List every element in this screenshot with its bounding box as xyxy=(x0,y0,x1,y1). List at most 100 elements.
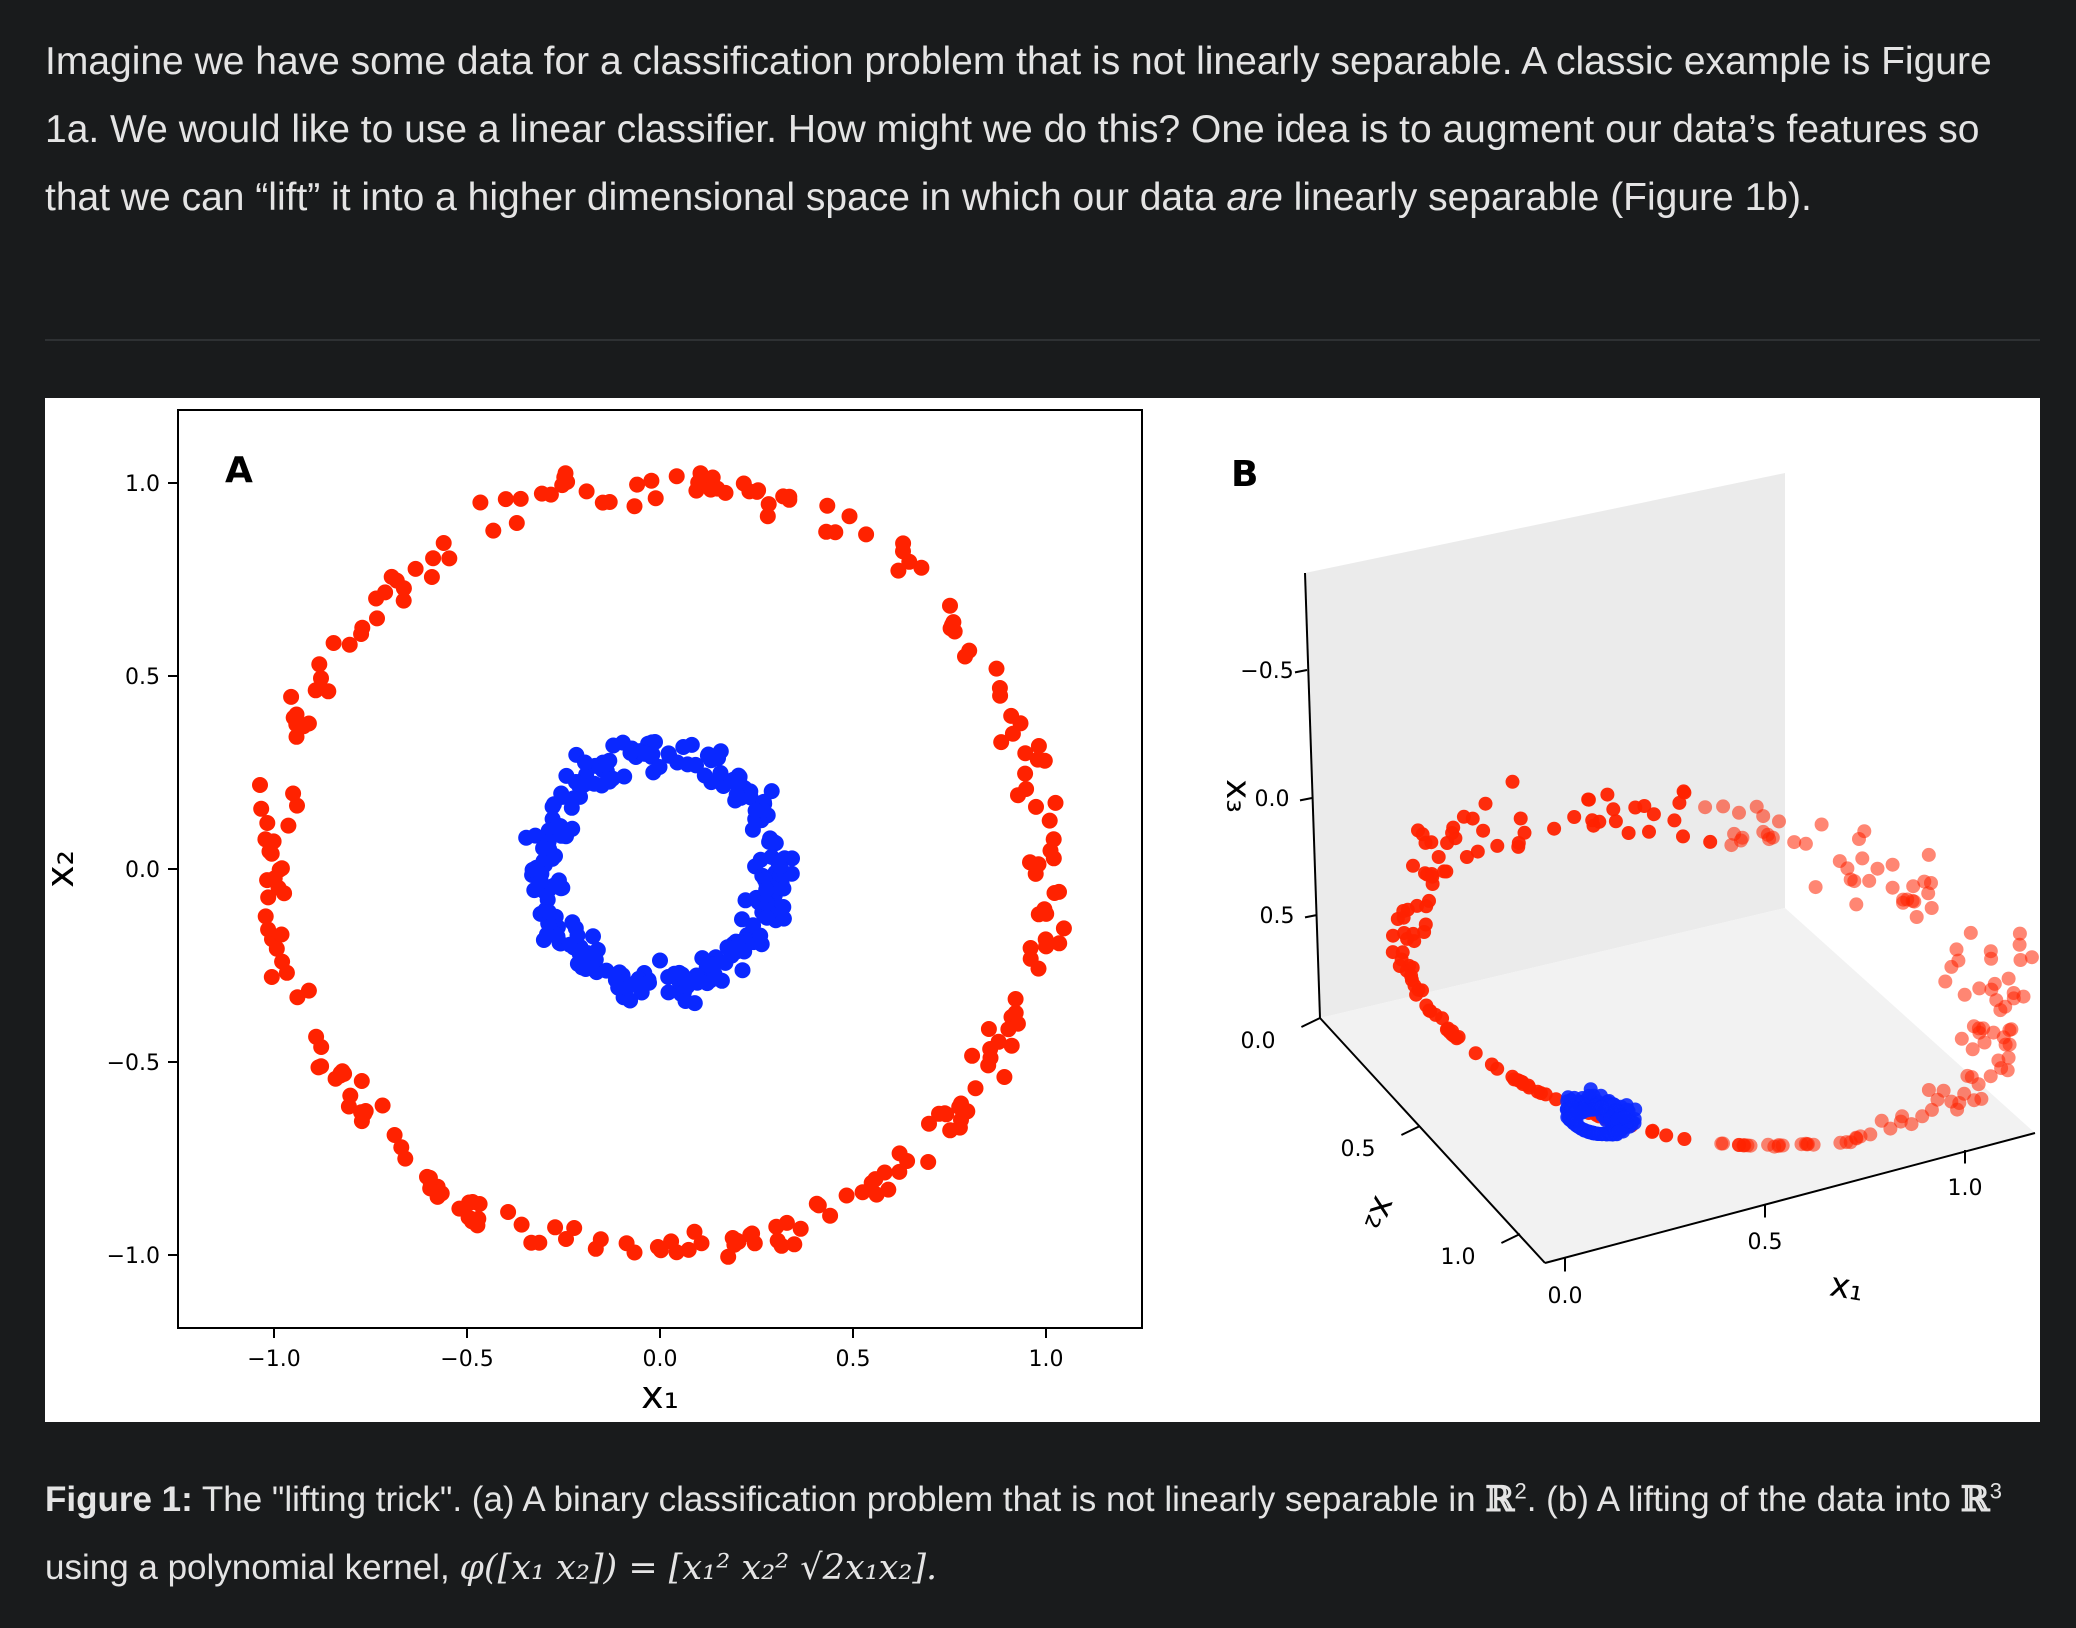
panel-a-point-outer xyxy=(531,1234,548,1251)
panel-a-point-inner xyxy=(770,854,787,871)
panel-a-point-outer xyxy=(395,592,412,609)
panel-a-point-outer xyxy=(1007,991,1024,1007)
panel-a-xtick-label: −1.0 xyxy=(247,1347,300,1372)
panel-b-point-outer xyxy=(1862,873,1877,888)
panel-a-point-outer xyxy=(386,1127,403,1143)
panel-a-xlabel: x₁ xyxy=(641,1373,679,1417)
panel-b-tick xyxy=(1400,1125,1421,1136)
panel-a-point-inner xyxy=(742,789,759,806)
panel-b-point-outer xyxy=(1396,904,1411,918)
intro-paragraph: Imagine we have some data for a classifi… xyxy=(45,28,2035,232)
panel-b-point-outer xyxy=(1896,895,1910,910)
panel-a-point-outer xyxy=(920,1154,937,1170)
panel-a-point-outer xyxy=(759,508,776,525)
panel-b-point-outer xyxy=(1957,987,1972,1002)
panel-a-point-inner xyxy=(775,910,792,927)
panel-a-point-outer xyxy=(485,522,502,539)
panel-a-point-outer xyxy=(1041,812,1058,829)
panel-b-point-outer xyxy=(1989,993,2004,1008)
panel-a-frame xyxy=(177,409,1143,1329)
panel-b-point-outer xyxy=(1646,807,1661,822)
panel-a-point-outer xyxy=(760,496,777,513)
panel-b-point-inner xyxy=(1566,1111,1581,1126)
caption-r2: ℝ xyxy=(1485,1479,1515,1520)
panel-a-point-outer xyxy=(1003,1037,1020,1054)
caption-text-3: using a polynomial kernel, xyxy=(45,1548,460,1587)
panel-a-point-outer xyxy=(1030,906,1047,923)
panel-a-point-outer xyxy=(313,1058,330,1075)
panel-a-point-outer xyxy=(876,1164,893,1181)
panel-b-point-outer xyxy=(1425,869,1440,884)
panel-a-point-inner xyxy=(747,802,764,819)
panel-a-point-outer xyxy=(395,580,412,597)
panel-a-point-outer xyxy=(300,715,317,732)
panel-b-point-outer xyxy=(1549,1092,1563,1107)
panel-a-point-inner xyxy=(696,767,713,784)
panel-a-point-inner xyxy=(686,995,703,1012)
panel-a-point-outer xyxy=(899,1153,916,1169)
panel-a-point-outer xyxy=(547,1219,564,1236)
panel-a-point-outer xyxy=(1017,765,1034,782)
figure-1b-link[interactable]: 1b xyxy=(1744,176,1788,219)
panel-a-point-outer xyxy=(285,709,302,726)
panel-b-point-outer xyxy=(1924,1102,1939,1117)
panel-b-ylabel: x₂ xyxy=(1356,1191,1405,1236)
panel-b-point-outer xyxy=(1924,901,1939,915)
panel-b-point-inner xyxy=(1617,1110,1632,1125)
panel-a-point-outer xyxy=(369,610,385,627)
panel-b-point-outer xyxy=(1967,1093,1982,1108)
panel-b-point-outer xyxy=(1855,851,1870,866)
panel-a-point-inner xyxy=(652,952,668,969)
panel-a-point-outer xyxy=(500,1204,517,1220)
panel-a-point-outer xyxy=(1051,935,1068,952)
panel-a-point-outer xyxy=(868,1186,885,1203)
figure-1a-link[interactable]: 1a xyxy=(45,108,89,151)
panel-a-point-outer xyxy=(1042,842,1059,859)
panel-b-point-outer xyxy=(1743,1138,1758,1153)
panel-b-point-outer xyxy=(1431,850,1446,864)
panel-b-point-outer xyxy=(1394,952,1409,967)
panel-a-point-inner xyxy=(622,992,639,1009)
panel-a-point-inner xyxy=(532,873,549,890)
panel-a-ylabel: x₂ xyxy=(45,850,82,888)
panel-b-point-outer xyxy=(1808,880,1823,895)
panel-a-xtick-label: −0.5 xyxy=(440,1347,493,1372)
panel-a-point-outer xyxy=(1007,1004,1024,1021)
panel-a-point-inner xyxy=(679,978,696,995)
panel-b-point-outer xyxy=(1963,925,1978,940)
panel-a-point-outer xyxy=(273,926,290,943)
panel-a-point-outer xyxy=(470,1210,487,1227)
panel-a-point-outer xyxy=(992,687,1009,704)
panel-a-point-outer xyxy=(704,469,721,486)
panel-b-point-inner xyxy=(1565,1099,1579,1114)
panel-a-point-outer xyxy=(320,683,337,700)
panel-a-point-outer xyxy=(1004,725,1021,742)
intro-text-2: . We would like to use a linear classifi… xyxy=(45,108,1980,219)
panel-a-point-inner xyxy=(699,956,716,973)
panel-a-point-outer xyxy=(377,584,394,601)
panel-a-point-outer xyxy=(512,490,529,507)
panel-b-point-outer xyxy=(1517,825,1532,840)
panel-b-point-outer xyxy=(1530,1084,1545,1099)
panel-a-point-outer xyxy=(278,964,295,981)
panel-a-point-outer xyxy=(827,524,844,541)
panel-a-point-outer xyxy=(680,1241,697,1258)
panel-a-point-outer xyxy=(542,486,559,503)
panel-a-point-inner xyxy=(544,798,561,815)
panel-a-point-outer xyxy=(951,1099,968,1115)
panel-b-point-outer xyxy=(1950,1102,1965,1117)
panel-b-point-outer xyxy=(1386,928,1400,943)
panel-a-point-outer xyxy=(259,815,276,831)
panel-b-tick-label: −0.5 xyxy=(1240,659,1293,684)
panel-a-point-outer xyxy=(1028,798,1044,815)
panel-b-point-inner xyxy=(1586,1126,1601,1141)
panel-a-point-outer xyxy=(268,940,285,957)
panel-a-point-outer xyxy=(472,494,489,511)
panel-a-point-outer xyxy=(1022,854,1038,871)
panel-b-point-outer xyxy=(1600,787,1615,802)
panel-a-point-outer xyxy=(729,1232,746,1249)
panel-a-point-outer xyxy=(313,1039,330,1055)
panel-a-point-outer xyxy=(735,475,752,492)
panel-a-point-inner xyxy=(651,759,668,775)
panel-a-point-outer xyxy=(435,535,452,551)
